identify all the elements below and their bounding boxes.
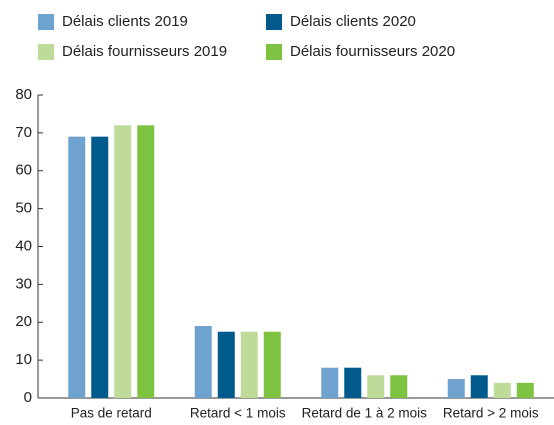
bar (194, 326, 212, 398)
legend-label: Délais clients 2019 (62, 13, 188, 30)
bar (68, 136, 86, 398)
legend-label: Délais fournisseurs 2020 (290, 43, 455, 60)
y-tick-label: 10 (15, 351, 32, 368)
bar (137, 125, 155, 399)
bar (240, 331, 258, 398)
legend-swatch (266, 44, 282, 60)
x-tick-label: Pas de retard (71, 406, 152, 421)
legend-swatch (38, 14, 54, 30)
bar (321, 367, 339, 398)
bar (91, 136, 109, 398)
bar (493, 382, 511, 398)
y-tick-label: 50 (15, 200, 32, 217)
legend-swatch (38, 44, 54, 60)
bar (367, 375, 385, 398)
y-tick-label: 30 (15, 275, 32, 292)
legend-label: Délais clients 2020 (290, 13, 416, 30)
y-tick-label: 60 (15, 162, 32, 179)
y-tick-label: 40 (15, 237, 32, 254)
y-tick-label: 80 (15, 86, 32, 103)
bar (516, 382, 534, 398)
y-tick-label: 70 (15, 124, 32, 141)
legend-label: Délais fournisseurs 2019 (62, 43, 227, 60)
legend-swatch (266, 14, 282, 30)
bar (114, 125, 132, 399)
x-tick-label: Retard de 1 à 2 mois (302, 406, 428, 421)
bar (344, 367, 362, 398)
bar (390, 375, 408, 398)
bar (217, 331, 235, 398)
y-tick-label: 0 (24, 389, 32, 406)
y-tick-label: 20 (15, 313, 32, 330)
bar (447, 379, 465, 398)
bar (470, 375, 488, 398)
x-tick-label: Retard < 1 mois (190, 406, 286, 421)
x-tick-label: Retard > 2 mois (443, 406, 539, 421)
bar (263, 331, 281, 398)
